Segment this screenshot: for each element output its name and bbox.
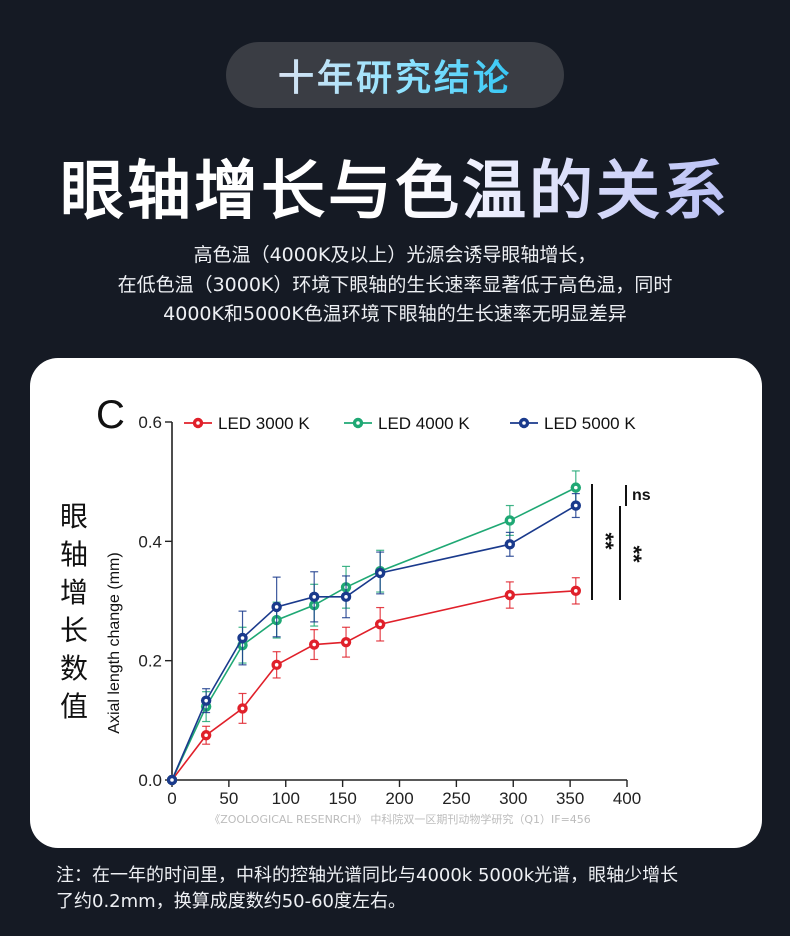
source-caption: 《ZOOLOGICAL RESENRCH》 中科院双一区期刊动物学研究（Q1）I… xyxy=(209,812,591,826)
ns-label: ns xyxy=(632,487,651,504)
page-title: 眼轴增长与色温的关系 xyxy=(0,140,790,232)
data-point-center xyxy=(240,706,245,711)
x-tick-label: 350 xyxy=(556,789,584,808)
x-tick-label: 200 xyxy=(385,789,413,808)
legend-label: LED 3000 K xyxy=(218,414,310,433)
ylabel-zh-char: 增 xyxy=(60,576,88,609)
data-point-center xyxy=(312,642,316,647)
panel-label: C xyxy=(96,393,125,437)
legend-item: LED 5000 K xyxy=(510,414,636,433)
x-tick-label: 100 xyxy=(272,789,300,808)
x-tick-label: 50 xyxy=(219,789,238,808)
legend-swatch-center xyxy=(356,421,360,425)
legend-label: LED 5000 K xyxy=(544,414,636,433)
x-tick-label: 400 xyxy=(613,789,641,808)
data-point-center xyxy=(508,593,512,597)
legend-item: LED 4000 K xyxy=(344,414,470,433)
series-line xyxy=(171,504,577,781)
ylabel-zh-char: 轴 xyxy=(60,538,88,571)
data-point-center xyxy=(170,778,174,782)
ylabel-zh-char: 值 xyxy=(60,690,88,723)
data-point-center xyxy=(344,595,348,599)
subtitle-line-2: 在低色温（3000K）环境下眼轴的生长速率显著低于高色温，同时 xyxy=(117,274,673,296)
data-point-center xyxy=(378,571,382,575)
data-point-center xyxy=(378,622,382,627)
data-point-center xyxy=(574,503,578,508)
series-line xyxy=(171,590,576,781)
data-point-center xyxy=(508,518,512,523)
x-tick-label: 300 xyxy=(499,789,527,808)
significance-markers: ns **** xyxy=(591,484,651,600)
data-point-center xyxy=(508,542,512,547)
series-led-5000-k xyxy=(166,493,582,786)
data-point-center xyxy=(574,485,578,490)
sig-label-3000-4000: ** xyxy=(593,532,618,550)
x-tick-label: 0 xyxy=(167,789,176,808)
data-point-center xyxy=(204,698,208,703)
ylabel-zh-char: 长 xyxy=(60,614,88,647)
ylabel-zh-char: 眼 xyxy=(60,500,88,533)
x-tick-label: 150 xyxy=(328,789,356,808)
data-point-center xyxy=(240,636,245,640)
data-point-center xyxy=(204,733,208,738)
footnote-line-2: 了约0.2mm，换算成度数约50-60度左右。 xyxy=(56,891,406,912)
y-tick-label: 0.4 xyxy=(138,532,162,551)
data-point-center xyxy=(312,595,316,599)
y-tick-label: 0.0 xyxy=(138,771,162,790)
subtitle-line-1: 高色温（4000K及以上）光源会诱导眼轴增长， xyxy=(193,244,597,266)
series-layer xyxy=(166,470,582,786)
legend-swatch-center xyxy=(522,421,526,425)
y-axis-label: Axial length change (mm) xyxy=(106,552,123,733)
footnote-line-1: 注：在一年的时间里，中科的控轴光谱同比与4000k 5000k光谱，眼轴少增长 xyxy=(56,865,679,886)
subtitle-line-3: 4000K和5000K色温环境下眼轴的生长速率无明显差异 xyxy=(163,303,627,325)
legend: LED 3000 K LED 4000 K LED 5000 K xyxy=(184,414,636,433)
series-line xyxy=(171,486,577,781)
y-tick-label: 0.2 xyxy=(138,652,162,671)
data-point-center xyxy=(574,589,578,593)
legend-item: LED 3000 K xyxy=(184,414,310,433)
ylabel-zh-char: 数 xyxy=(60,652,88,685)
series-led-3000-k xyxy=(166,577,582,786)
axes: 0 50 100 150 200 250 300 350 400 0.0 0.2 0.4 0.6 xyxy=(138,413,641,808)
chart-card: C 眼轴增长数值 Axial length change (mm) 0 50 100… xyxy=(30,358,762,848)
legend-label: LED 4000 K xyxy=(378,414,470,433)
data-point-center xyxy=(344,640,348,644)
y-tick-label: 0.6 xyxy=(138,413,162,432)
legend-swatch-center xyxy=(196,421,200,425)
data-point-center xyxy=(274,605,279,609)
data-point-center xyxy=(274,663,279,667)
x-tick-label: 250 xyxy=(442,789,470,808)
sig-label-3000-5000: ** xyxy=(621,545,646,563)
section-badge-label: 十年研究结论 xyxy=(278,49,512,101)
section-badge: 十年研究结论 xyxy=(226,42,564,108)
